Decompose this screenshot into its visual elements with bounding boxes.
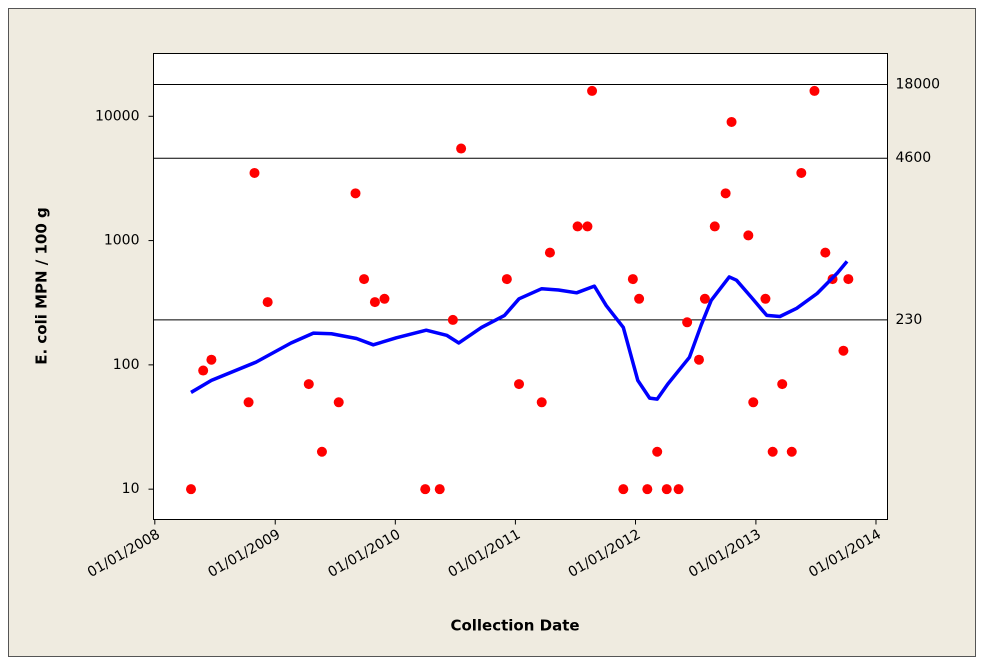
data-point [699, 293, 710, 304]
data-point [618, 484, 629, 495]
data-point [198, 365, 209, 376]
data-point [587, 85, 598, 96]
data-point [661, 484, 672, 495]
y-tick-label: 10000 [95, 108, 140, 124]
data-point [693, 354, 704, 365]
data-point [501, 274, 512, 285]
data-point [720, 188, 731, 199]
data-point [709, 221, 720, 232]
data-point [243, 397, 254, 408]
data-point [796, 167, 807, 178]
data-point [536, 397, 547, 408]
data-point [262, 297, 273, 308]
data-point [642, 484, 653, 495]
data-point [726, 116, 737, 127]
data-point [359, 274, 370, 285]
data-point [843, 274, 854, 285]
data-point [634, 293, 645, 304]
data-point [820, 247, 831, 258]
data-point [682, 317, 693, 328]
reference-line-label: 230 [896, 312, 923, 328]
data-point [809, 85, 820, 96]
data-point [777, 379, 788, 390]
data-point [767, 446, 778, 457]
data-point [303, 379, 314, 390]
data-point [652, 446, 663, 457]
y-tick-label: 10 [122, 481, 140, 497]
data-point [206, 354, 217, 365]
data-point [369, 297, 380, 308]
data-point [333, 397, 344, 408]
y-tick-label: 1000 [104, 233, 140, 249]
data-point [838, 345, 849, 356]
data-point [249, 167, 260, 178]
y-tick-label: 100 [113, 357, 140, 373]
data-point [673, 484, 684, 495]
data-point [572, 221, 583, 232]
data-point [456, 143, 467, 154]
data-point [434, 484, 445, 495]
data-point [760, 293, 771, 304]
reference-line-label: 4600 [896, 150, 932, 166]
data-point [582, 221, 593, 232]
data-point [743, 230, 754, 241]
x-axis-title: Collection Date [450, 617, 579, 635]
data-point [379, 293, 390, 304]
smooth-line [190, 260, 849, 401]
data-point [316, 446, 327, 457]
reference-line-label: 18000 [896, 77, 941, 93]
data-point [447, 314, 458, 325]
y-axis-title: E. coli MPN / 100 g [33, 207, 51, 365]
data-point [786, 446, 797, 457]
data-point [420, 484, 431, 495]
data-point [748, 397, 759, 408]
plot-area [153, 53, 888, 520]
data-point [350, 188, 361, 199]
data-point [514, 379, 525, 390]
data-point [627, 274, 638, 285]
data-point [186, 484, 197, 495]
data-point [544, 247, 555, 258]
